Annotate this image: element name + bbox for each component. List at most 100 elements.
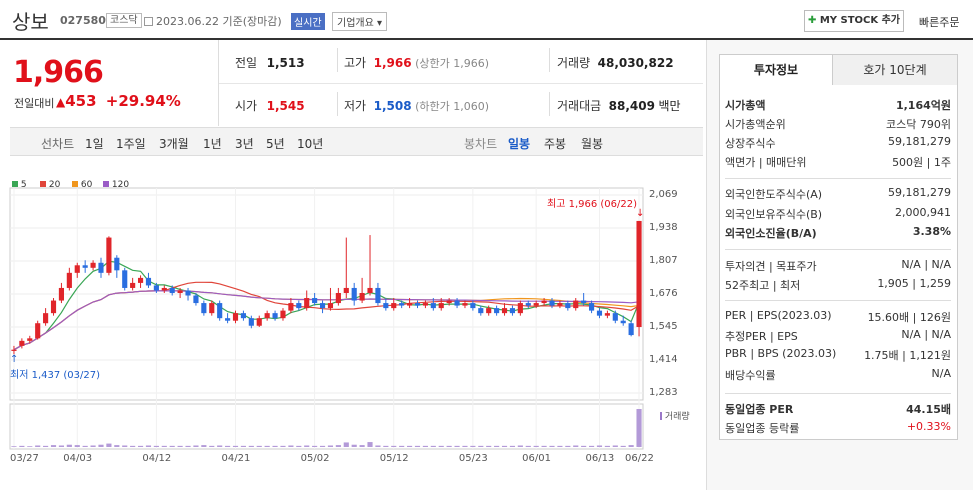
volume-bar xyxy=(232,445,239,447)
divider xyxy=(337,48,338,72)
x-tick-label: 03/27 xyxy=(10,453,39,464)
info-row: 상장주식수 59,181,279 xyxy=(725,135,951,153)
high-annotation: 최고 1,966 (06/22) xyxy=(547,199,638,210)
candle-body xyxy=(399,303,405,306)
candle-body xyxy=(130,282,136,288)
stock-name: 상보 xyxy=(12,10,49,34)
candle-body xyxy=(122,270,128,288)
info-row-value: 59,181,279 xyxy=(888,186,951,199)
period-1d[interactable]: 1일 xyxy=(85,137,104,151)
compare-label: 전일대비 xyxy=(14,97,55,110)
volume-bar xyxy=(327,445,334,447)
price-chart[interactable]: ↓↑ xyxy=(0,0,706,490)
period-1y[interactable]: 1년 xyxy=(203,137,222,151)
volume-value: 48,030,822 xyxy=(597,56,674,70)
tab-invest-info[interactable]: 투자정보 xyxy=(719,54,833,86)
candle-body xyxy=(319,303,326,309)
period-1w[interactable]: 1주일 xyxy=(116,137,146,151)
info-row-label: 추정PER | EPS xyxy=(725,330,798,343)
y-tick-label: 1,676 xyxy=(649,288,678,299)
candle-body xyxy=(509,308,516,314)
info-row-value: N/A xyxy=(931,367,951,380)
lower-limit: (하한가 1,060) xyxy=(415,100,489,113)
info-row: 시가총액 1,164억원 xyxy=(725,97,951,115)
prev-value: 1,513 xyxy=(266,56,305,70)
info-row-label: 동일업종 PER xyxy=(725,403,794,416)
legend-label: 60 xyxy=(80,180,93,190)
company-info-button[interactable]: 기업개요 ▾ xyxy=(332,12,388,31)
realtime-badge[interactable]: 실시간 xyxy=(291,13,325,30)
candle-body xyxy=(549,300,555,306)
stock-header xyxy=(0,0,973,40)
candle-body xyxy=(74,265,80,273)
low-price: 저가 1,508 (하한가 1,060) xyxy=(344,97,489,114)
volume-bar xyxy=(106,443,112,447)
volume-bar xyxy=(407,445,413,447)
period-3y[interactable]: 3년 xyxy=(235,137,254,151)
info-row: 동일업종 PER 44.15배 xyxy=(725,401,951,419)
candle-body xyxy=(517,303,523,314)
low-annotation: 최저 1,437 (03/27) xyxy=(10,370,101,381)
volume-bar xyxy=(446,445,452,447)
fast-order-link[interactable]: 빠른주문 xyxy=(919,16,960,29)
candle-body xyxy=(486,308,492,314)
period-daily[interactable]: 일봉 xyxy=(508,137,531,151)
candle-body xyxy=(185,290,191,296)
info-row-value: 3.38% xyxy=(912,225,951,238)
y-tick-label: 1,807 xyxy=(649,255,678,266)
upper-limit: (상한가 1,966) xyxy=(415,57,489,70)
candle-body xyxy=(454,300,460,306)
plus-icon: ✚ xyxy=(807,15,817,26)
high-label: 고가 xyxy=(344,56,367,70)
volume-bar xyxy=(501,445,508,447)
info-row-value: 1.75배 | 1,121원 xyxy=(864,349,951,362)
volume-bar xyxy=(494,445,500,447)
tab-orderbook[interactable]: 호가 10단계 xyxy=(832,54,958,86)
info-row-label: 액면가 | 매매단위 xyxy=(725,156,807,169)
legend-ma20: 20 xyxy=(40,180,60,190)
volume-bar xyxy=(557,445,563,447)
divider xyxy=(218,40,219,126)
candle-body xyxy=(494,308,500,314)
volume-bar xyxy=(248,445,254,447)
period-10y[interactable]: 10년 xyxy=(297,137,324,151)
period-weekly[interactable]: 주봉 xyxy=(544,137,567,151)
candle-body xyxy=(422,303,428,306)
candle-body xyxy=(161,287,167,291)
volume-bar xyxy=(509,445,516,447)
volume-bar xyxy=(462,445,468,447)
volume-bar xyxy=(414,445,421,447)
volume-bar xyxy=(636,409,642,447)
info-row-value: 2,000,941 xyxy=(895,206,951,219)
info-row-label: 외국인한도주식수(A) xyxy=(725,188,823,201)
candle-body xyxy=(272,313,278,319)
period-5y[interactable]: 5년 xyxy=(266,137,285,151)
period-3m[interactable]: 3개월 xyxy=(159,137,189,151)
x-tick-label: 05/12 xyxy=(379,453,409,464)
divider xyxy=(725,300,951,301)
candle-body xyxy=(588,303,595,311)
period-monthly[interactable]: 월봉 xyxy=(581,137,604,151)
mystock-add-button[interactable]: ✚ MY STOCK 추가 xyxy=(804,10,904,32)
x-tick-label: 04/03 xyxy=(63,453,93,464)
candle-body xyxy=(525,303,531,306)
volume-bar xyxy=(27,446,33,447)
candle-body xyxy=(264,313,270,319)
legend-swatch xyxy=(72,181,78,187)
volume-bar xyxy=(454,445,460,447)
volume: 거래량 48,030,822 xyxy=(557,54,674,71)
volume-legend-label: 거래량 xyxy=(664,412,690,422)
volume-frame xyxy=(9,403,644,450)
change-amount: 453 xyxy=(65,92,97,110)
volume-bar xyxy=(565,445,571,447)
volume-bar xyxy=(383,445,389,447)
candle-body xyxy=(351,287,357,301)
x-tick-label: 04/21 xyxy=(221,453,251,464)
candle-body xyxy=(414,303,421,306)
volume-bar xyxy=(185,445,191,447)
candle-body xyxy=(98,262,104,273)
candle-body xyxy=(327,303,334,309)
candle-body xyxy=(201,303,207,314)
candle-body xyxy=(478,308,484,314)
volume-bar xyxy=(272,445,278,447)
